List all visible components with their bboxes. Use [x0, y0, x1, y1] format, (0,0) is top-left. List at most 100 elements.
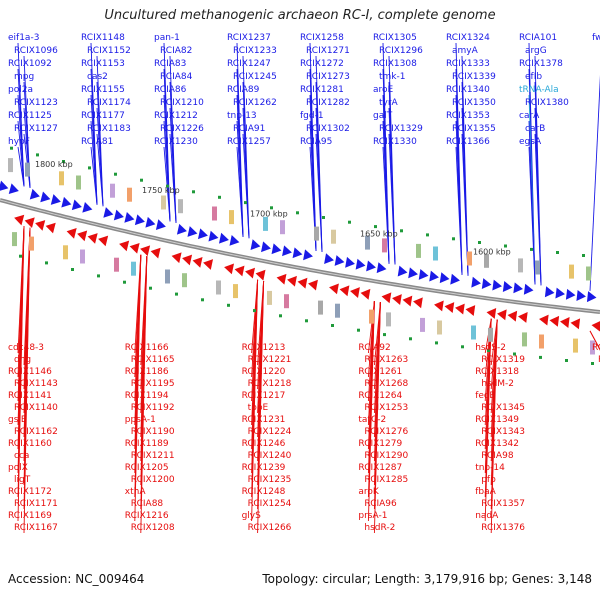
reverse-gene-label: RCIX1357 — [481, 499, 525, 509]
reverse-gene-label: RCIX1160 — [8, 439, 52, 449]
genome-stats-label: Topology: circular; Length: 3,179,916 bp… — [262, 572, 592, 586]
gc-marker — [88, 166, 91, 170]
gc-marker — [504, 244, 507, 248]
reverse-gene-label: RCIX1318 — [475, 367, 519, 377]
reverse-gene-label: cdc48-3 — [8, 343, 44, 353]
forward-gene-arrow — [292, 247, 303, 259]
forward-gene-label: RCIX1366 — [446, 137, 490, 147]
forward-gene-label: RCIA82 — [160, 46, 192, 56]
forward-gene-arrow — [555, 287, 565, 299]
forward-gene-arrow — [176, 223, 187, 235]
forward-gene-label: RCIX1262 — [233, 98, 277, 108]
reverse-gene-label: RCIX1279 — [358, 439, 402, 449]
reverse-gene-arrow — [87, 233, 98, 244]
reverse-gene-label: tbpE — [248, 403, 269, 413]
forward-gene-connector — [589, 75, 600, 291]
gc-marker — [71, 268, 74, 271]
reverse-gene-label: RCIX1218 — [248, 379, 292, 389]
reverse-gene-connector — [257, 280, 265, 534]
feature-box-forward — [586, 266, 591, 281]
forward-gene-label: RCIX1258 — [300, 33, 344, 43]
reverse-gene-label: RCIX1194 — [125, 391, 169, 401]
forward-gene-arrow — [0, 180, 9, 192]
gc-marker — [452, 237, 455, 241]
reverse-gene-arrow — [35, 220, 46, 231]
gc-marker — [45, 261, 48, 265]
gc-marker — [218, 195, 221, 199]
reverse-gene-label: RCIX1221 — [248, 355, 292, 365]
reverse-gene-label: RCIX1190 — [131, 427, 175, 437]
forward-gene-label: RCIX1281 — [300, 85, 344, 95]
reverse-gene-label: RCIX1235 — [248, 475, 292, 485]
reverse-gene-arrow — [98, 235, 109, 247]
reverse-gene-label: RCIX1231 — [242, 415, 286, 425]
forward-gene-arrow — [418, 268, 429, 280]
forward-gene-label: RCIA84 — [160, 72, 193, 82]
forward-gene-connector — [163, 146, 171, 222]
gc-marker — [582, 254, 585, 257]
forward-gene-label: RCIX1212 — [154, 111, 198, 121]
forward-gene-label: RCIX1092 — [8, 59, 52, 69]
forward-gene-label: RCIX1380 — [525, 98, 569, 108]
reverse-gene-label: RCIX1285 — [364, 475, 408, 485]
forward-gene-arrow — [408, 267, 418, 279]
scale-tick-label: 1800 kbp — [35, 160, 73, 169]
reverse-gene-label: RCIX1211 — [131, 451, 175, 461]
reverse-gene-label: RCIA96 — [364, 499, 397, 509]
forward-gene-label: RCIA86 — [154, 85, 187, 95]
reverse-gene-label: RCIX1375 — [592, 343, 600, 353]
reverse-gene-connector — [490, 319, 498, 534]
forward-gene-arrow — [471, 276, 481, 288]
feature-box-reverse — [165, 269, 170, 284]
reverse-gene-label: RCIX1253 — [364, 403, 408, 413]
reverse-gene-label: RCIA98 — [481, 451, 514, 461]
forward-gene-label: RCIX1378 — [519, 59, 563, 69]
forward-gene-label: RCIA89 — [227, 85, 260, 95]
gc-marker — [36, 153, 39, 157]
forward-gene-label: efIb — [525, 72, 542, 82]
forward-gene-arrow — [303, 249, 313, 261]
reverse-gene-arrow — [119, 240, 130, 252]
forward-gene-label: RCIA83 — [154, 59, 186, 69]
forward-gene-label: tnp-13 — [227, 111, 257, 121]
reverse-gene-label: aroK — [358, 487, 380, 497]
reverse-gene-arrow — [203, 259, 214, 270]
forward-gene-connector — [388, 133, 396, 265]
scale-tick-label: 1650 kbp — [360, 230, 398, 239]
forward-gene-label: RCIA81 — [81, 137, 113, 147]
reverse-gene-arrow — [350, 287, 360, 298]
accession-label: Accession: NC_009464 — [8, 572, 145, 586]
forward-gene-arrow — [8, 183, 19, 194]
forward-gene-arrow — [197, 228, 208, 240]
reverse-gene-label: RCIX1213 — [242, 343, 286, 353]
feature-box-reverse — [522, 332, 527, 347]
reverse-gene-label: tnp-14 — [475, 463, 505, 473]
reverse-gene-connector — [23, 227, 31, 534]
reverse-gene-label: gsiB — [8, 415, 27, 425]
reverse-gene-label: RCIX1217 — [242, 391, 286, 401]
gc-marker — [244, 201, 247, 205]
reverse-gene-label: RCIX1171 — [14, 499, 58, 509]
forward-gene-label: pan-1 — [154, 33, 180, 43]
forward-gene-label: RCIX1152 — [87, 46, 131, 56]
forward-gene-label: RCIX1353 — [446, 111, 490, 121]
scale-tick-label: 1600 kbp — [473, 247, 511, 256]
reverse-gene-label: RCIX1276 — [364, 427, 408, 437]
forward-gene-label: RCIA91 — [233, 124, 265, 134]
scale-tick-label: 1750 kbp — [142, 186, 180, 195]
reverse-gene-connector — [589, 330, 600, 351]
forward-gene-label: tRNA-Ala — [519, 85, 559, 95]
gc-marker — [279, 314, 282, 318]
forward-gene-arrow — [334, 255, 345, 266]
gc-marker — [357, 328, 360, 332]
forward-gene-arrow — [586, 291, 597, 303]
reverse-gene-arrow — [539, 314, 549, 326]
reverse-gene-label: RCIX1264 — [358, 391, 402, 401]
forward-gene-arrow — [261, 241, 271, 253]
reverse-gene-label: RCIX1287 — [358, 463, 402, 473]
reverse-gene-arrow — [24, 217, 35, 229]
reverse-gene-arrow — [287, 275, 297, 287]
forward-gene-arrow — [355, 258, 366, 270]
forward-gene-arrow — [429, 270, 439, 282]
feature-box-forward — [161, 195, 166, 210]
